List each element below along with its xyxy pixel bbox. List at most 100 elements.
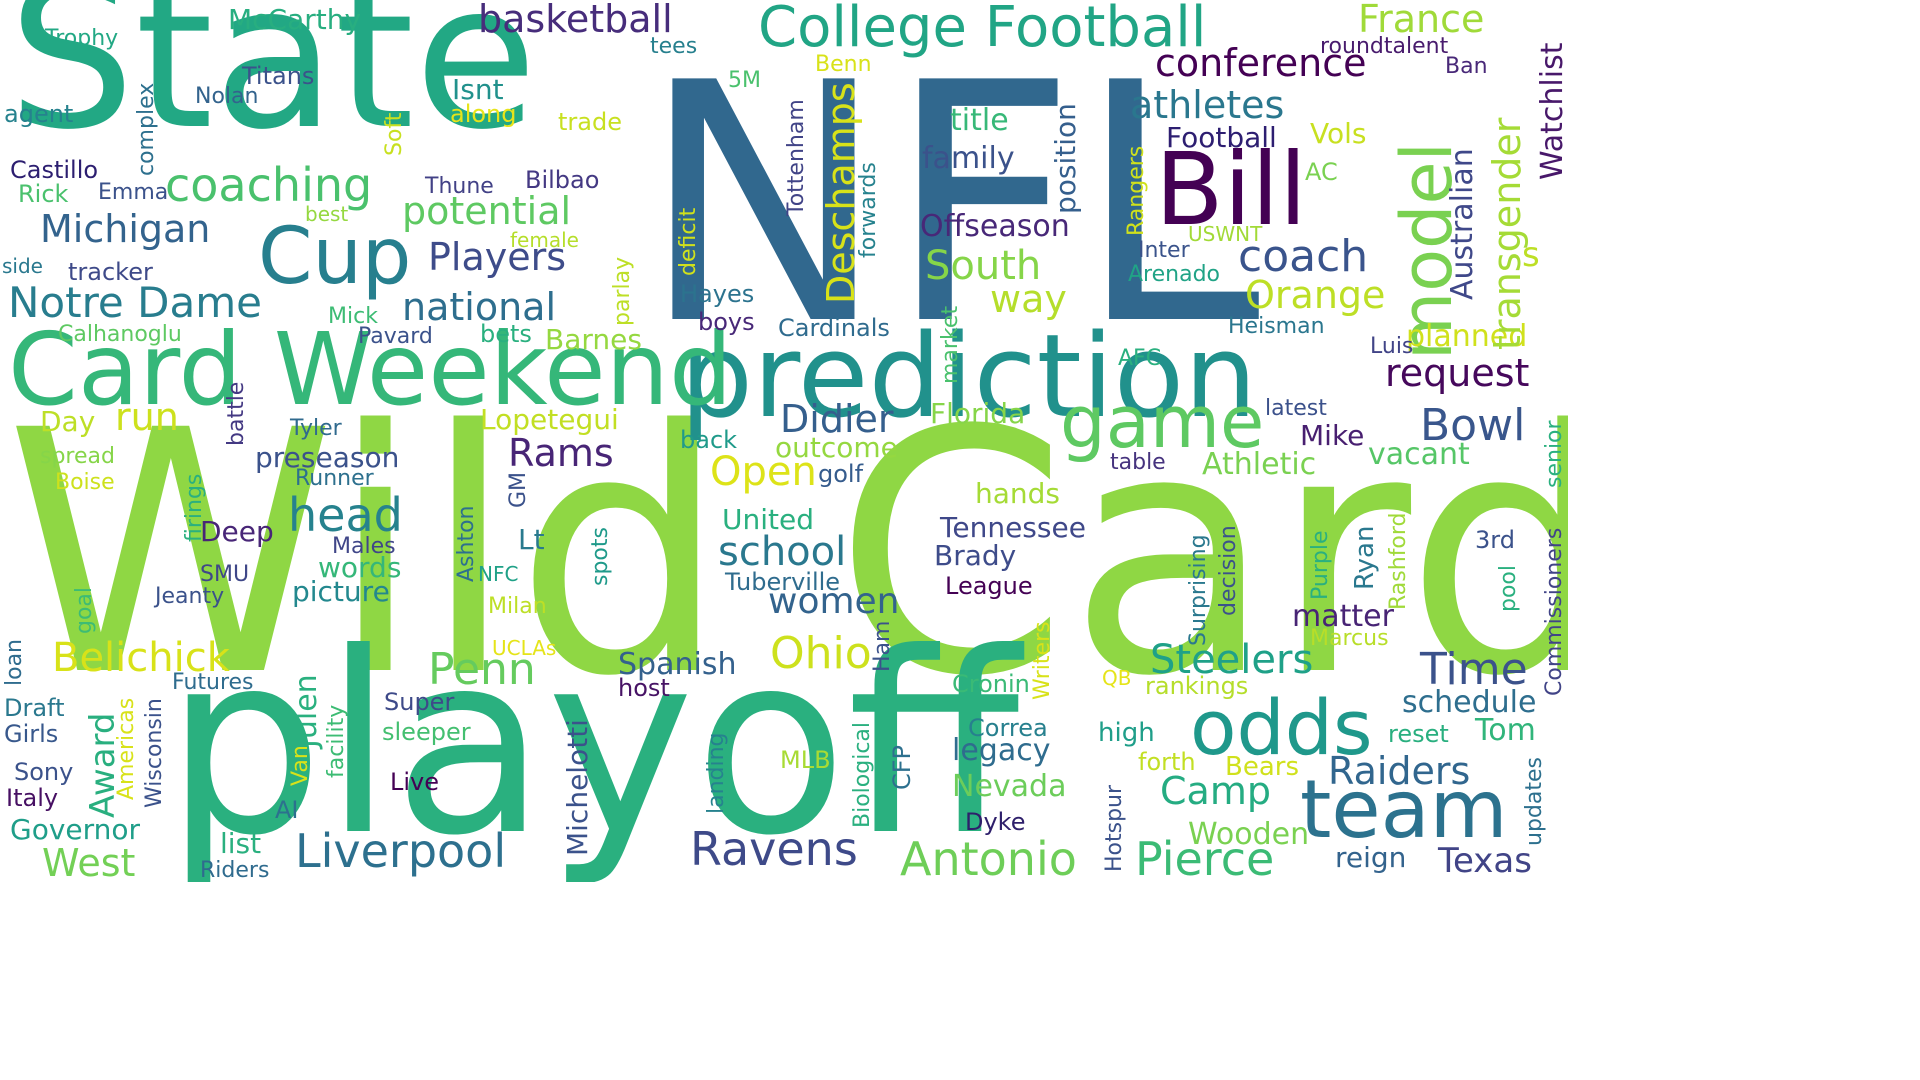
word-deficit: deficit: [676, 207, 701, 276]
word-tyler: Tyler: [290, 416, 342, 441]
word-list: list: [220, 827, 262, 860]
word-prediction: prediction: [680, 310, 1257, 444]
word-market: market: [938, 305, 963, 384]
word-julen: Julen: [289, 674, 324, 748]
word-landing: landing: [704, 732, 729, 814]
word-cardinals: Cardinals: [778, 314, 890, 342]
word-day: Day: [40, 405, 96, 438]
word-uclas: UCLAs: [492, 636, 557, 660]
word-position: position: [1049, 103, 1082, 214]
word-ashton: Ashton: [454, 505, 479, 582]
word-table: table: [1110, 450, 1166, 475]
word-sleeper: sleeper: [382, 718, 471, 746]
word-lopetegui: Lopetegui: [480, 403, 619, 436]
word-purple: Purple: [1308, 530, 1333, 600]
word-australian: Australian: [1445, 148, 1480, 300]
word-commissioners: Commissioners: [1542, 527, 1567, 696]
word-mlb: MLB: [780, 746, 831, 774]
word-picture: picture: [292, 575, 390, 608]
word-run: run: [115, 395, 179, 439]
word-bilbao: Bilbao: [525, 166, 600, 194]
word-calhanoglu: Calhanoglu: [58, 322, 182, 347]
word-orange: Orange: [1245, 273, 1386, 317]
word-correa: Correa: [968, 714, 1048, 742]
word-planned: planned: [1406, 319, 1528, 354]
word-dyke: Dyke: [965, 808, 1026, 836]
word-playoff: playoff: [165, 599, 1020, 882]
word-wild-card: Wild Card: [5, 360, 1568, 750]
word-smu: SMU: [200, 562, 250, 587]
word-futures: Futures: [172, 670, 254, 695]
word-rangers: Rangers: [1124, 145, 1149, 236]
word-ryan: Ryan: [1350, 525, 1380, 590]
word-athletic: Athletic: [1202, 447, 1317, 482]
word-emma: Emma: [98, 180, 169, 205]
word-sony: Sony: [14, 758, 74, 786]
word-request: request: [1385, 351, 1530, 395]
word-rankings: rankings: [1145, 672, 1249, 700]
word-nevada: Nevada: [952, 769, 1067, 804]
word-nfc: NFC: [478, 562, 519, 586]
word-odds: odds: [1190, 683, 1373, 772]
word-ham: Ham: [870, 620, 895, 672]
word-national: national: [402, 285, 557, 329]
word-tuberville: Tuberville: [725, 568, 841, 596]
word-deep: Deep: [200, 515, 274, 548]
word-matter: matter: [1292, 599, 1394, 634]
word-players: Players: [428, 235, 567, 279]
word-nfl: NFL: [640, 13, 1261, 397]
word-head: head: [288, 488, 403, 542]
word-mike: Mike: [1300, 419, 1365, 452]
word-michelotti: Michelotti: [561, 719, 594, 856]
word-ravens: Ravens: [690, 822, 858, 876]
word-trophy: Trophy: [45, 26, 119, 51]
word-belichick: Belichick: [52, 635, 230, 681]
word-ac: AC: [1305, 158, 1338, 186]
word-legacy: legacy: [952, 733, 1051, 768]
word-time: Time: [1420, 644, 1528, 695]
word-bill: Bill: [1155, 131, 1307, 248]
word-agent: agent: [4, 100, 74, 128]
word-potential: potential: [402, 189, 572, 233]
word-lt: Lt: [518, 523, 545, 556]
word-cup: Cup: [258, 212, 412, 302]
word-mccarthy: McCarthy: [228, 3, 362, 36]
word-nolan: Nolan: [195, 84, 259, 109]
word-words: words: [318, 551, 402, 584]
word-texas: Texas: [1438, 841, 1532, 881]
word-golf: golf: [818, 460, 864, 488]
word-biological: Biological: [850, 721, 875, 828]
word-along: along: [450, 100, 517, 128]
word-state: State: [8, 0, 538, 174]
word-tottenham: Tottenham: [784, 99, 809, 216]
word-decision: decision: [1216, 525, 1241, 616]
word-girls: Girls: [4, 720, 59, 748]
word-card-weekend: Card Weekend: [8, 311, 733, 428]
word-notre-dame: Notre Dame: [8, 278, 262, 327]
word-raiders: Raiders: [1328, 749, 1471, 793]
word-spanish: Spanish: [618, 647, 737, 682]
word-qb: QB: [1102, 666, 1132, 690]
word-football: Football: [1166, 121, 1277, 154]
word-title: title: [950, 103, 1009, 138]
word-west: West: [42, 841, 136, 882]
word-pavard: Pavard: [358, 324, 433, 349]
word-hotspur: Hotspur: [1102, 784, 1127, 872]
word-trade: trade: [558, 108, 622, 136]
word-males: Males: [332, 534, 396, 559]
word-deschamps: Deschamps: [819, 82, 863, 304]
word-barnes: Barnes: [545, 323, 642, 356]
word-hands: hands: [975, 477, 1061, 510]
word-team: team: [1300, 763, 1508, 856]
word-s: s: [1522, 235, 1540, 275]
word-hayes: Hayes: [680, 280, 755, 308]
word-live: Live: [390, 768, 440, 796]
word-didier: Didier: [780, 397, 894, 441]
word-family: family: [922, 141, 1015, 176]
word-americas: Americas: [114, 697, 139, 800]
word-south: South: [925, 243, 1042, 289]
word-goal: goal: [72, 586, 97, 634]
word-soft: Soft: [382, 112, 407, 156]
word-open: Open: [710, 449, 817, 495]
word-league: League: [945, 572, 1033, 600]
